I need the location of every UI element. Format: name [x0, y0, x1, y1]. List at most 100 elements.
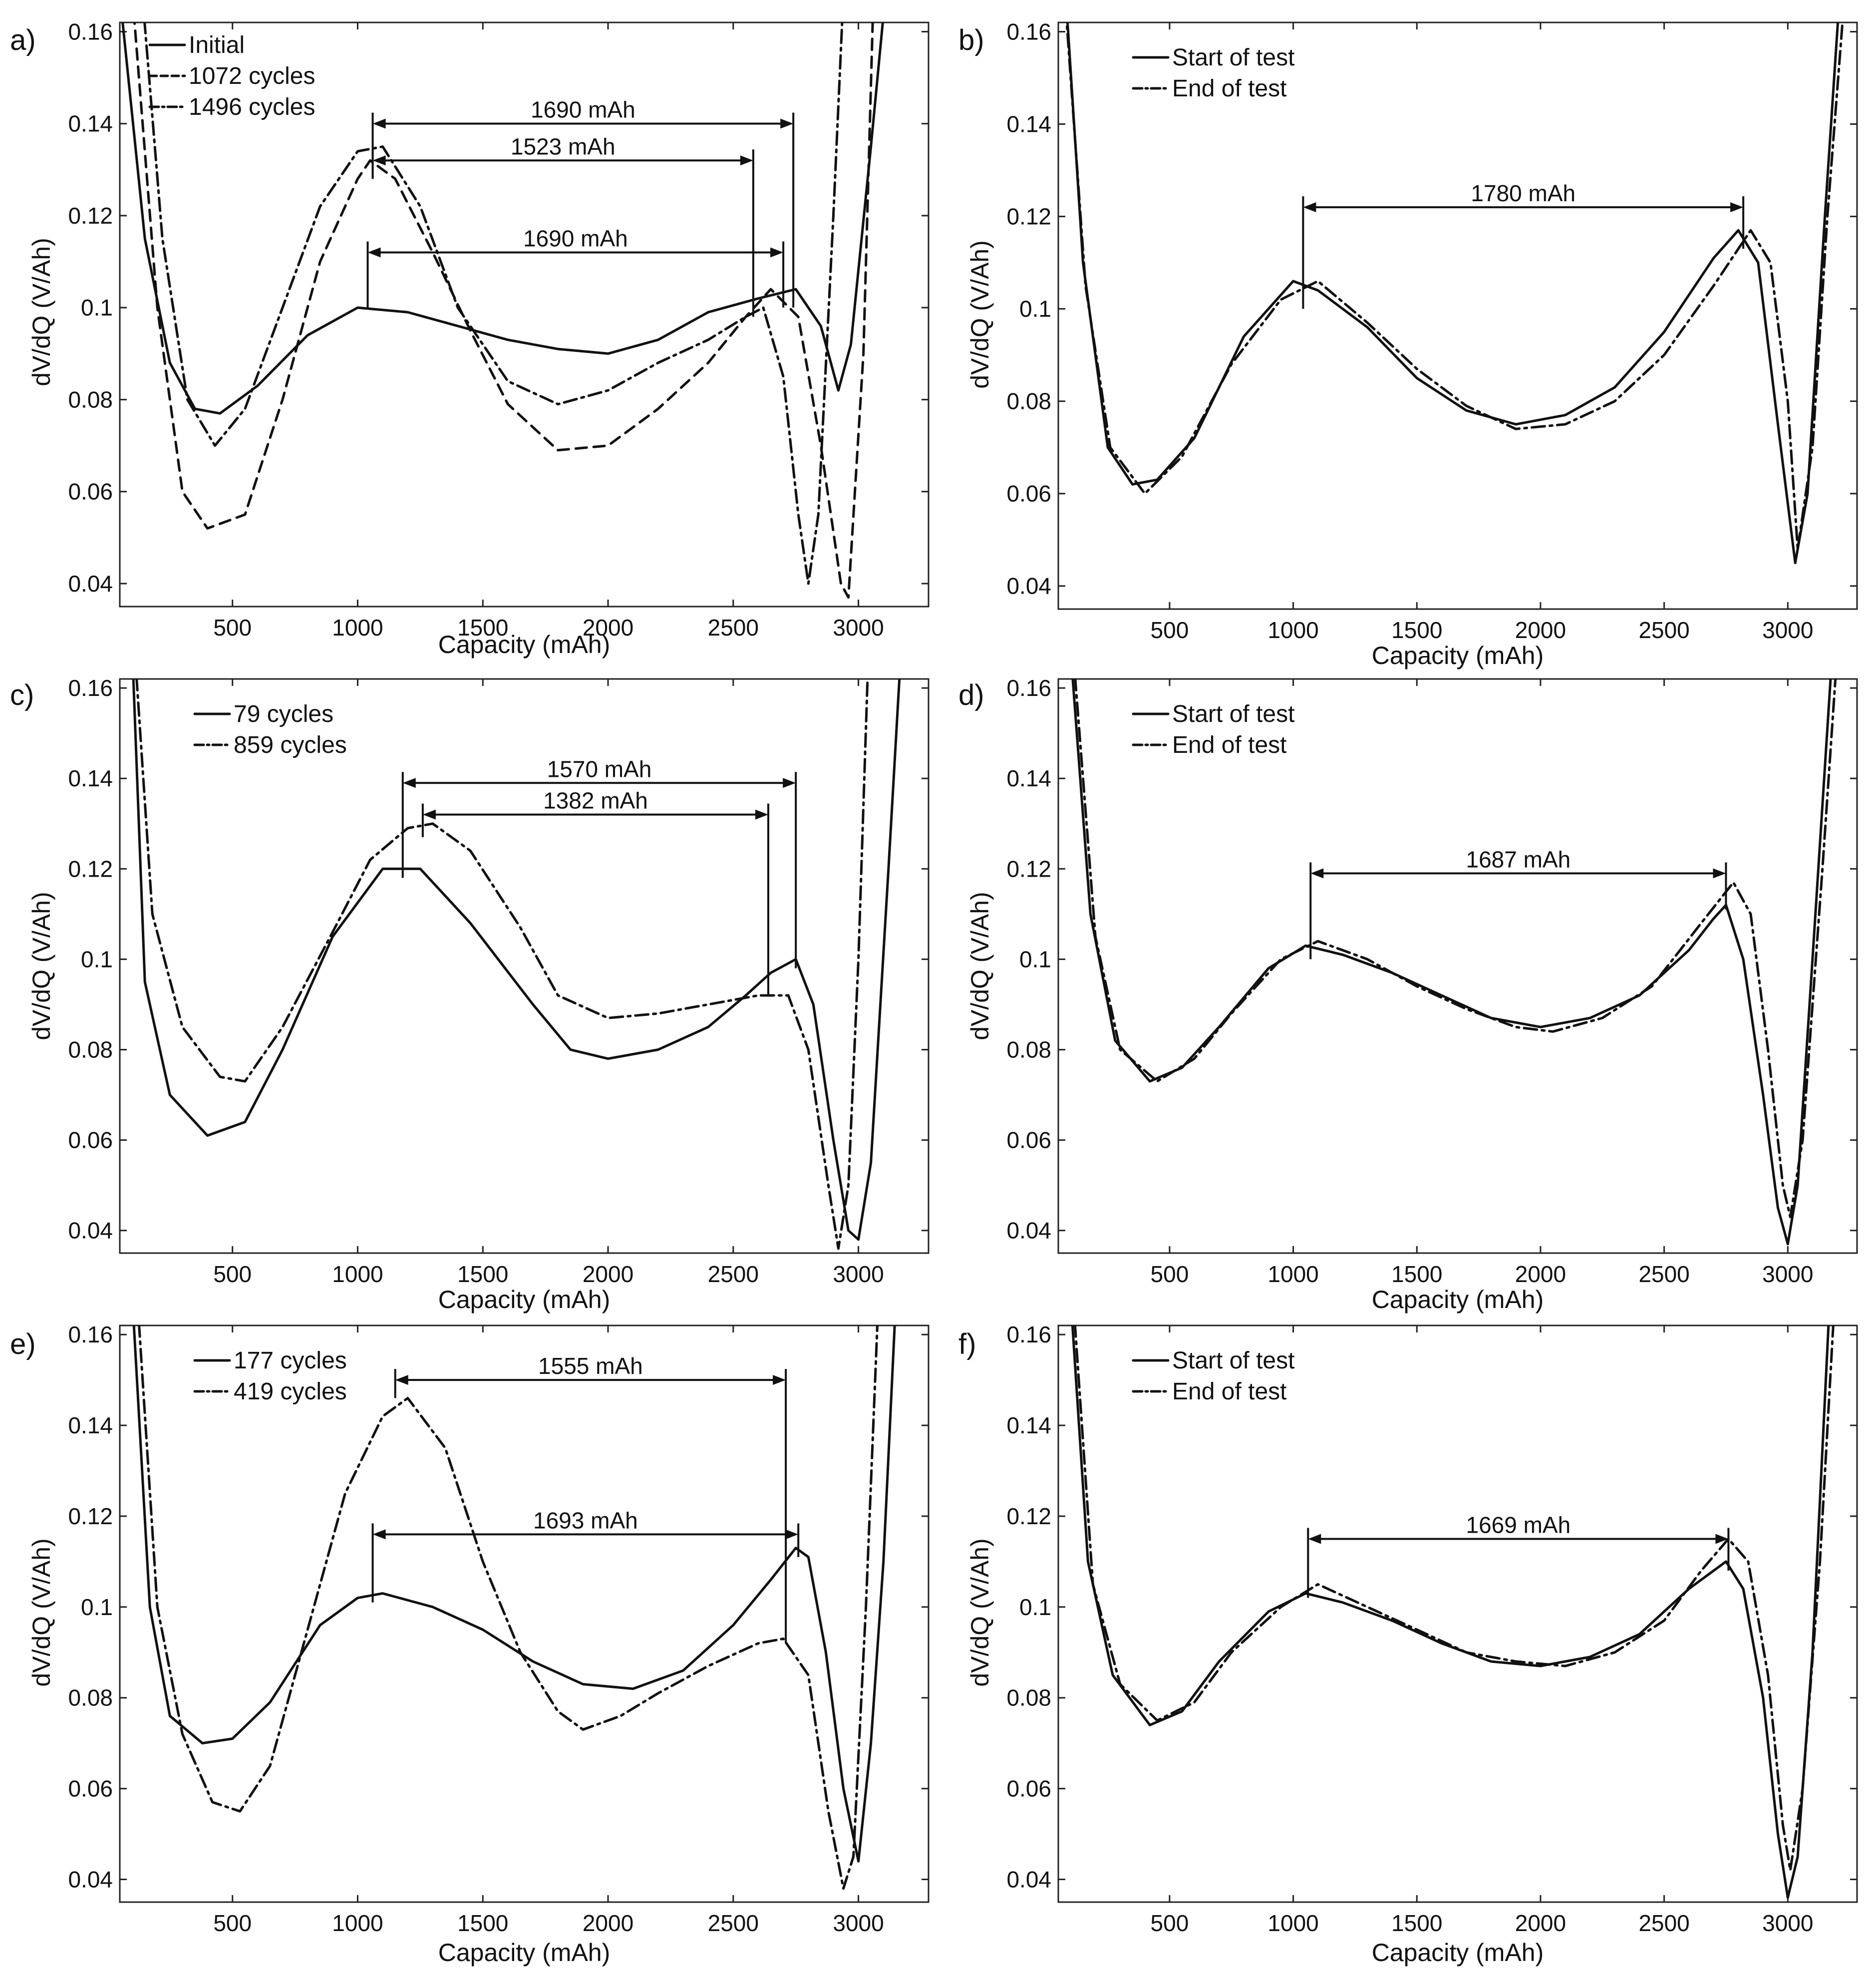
panel-e-x-tick-label: 1500	[457, 1910, 508, 1936]
panel-c: c) 500 1000 1500 2000 2500 3000 0.04 0.06 0.08 0.…	[10, 675, 930, 1314]
panel-e-y-tick-label: 0.06	[68, 1776, 113, 1802]
panel-f-y-tick-label: 0.1	[1019, 1594, 1051, 1620]
panel-a-x-tick-label: 500	[213, 615, 252, 641]
panel-f-x-tick-label: 1500	[1391, 1910, 1442, 1936]
panel-e-x-tick-label: 1000	[332, 1910, 383, 1936]
panel-b-legend: Start of test End of test	[1132, 44, 1294, 102]
panel-c-annotations: 1570 mAh 1382 mAh	[401, 756, 797, 995]
panel-d-annotations: 1687 mAh	[1309, 846, 1727, 960]
panel-e-y-axis-label: dV/dQ (V/Ah)	[27, 1538, 55, 1686]
panel-c-series-2-line	[135, 679, 869, 1250]
span-arrow-right	[783, 778, 796, 788]
panel-c-y-tick-label: 0.16	[68, 675, 113, 701]
span-label: 1693 mAh	[533, 1507, 638, 1533]
panel-f-x-axis-label: Capacity (mAh)	[1372, 1939, 1544, 1967]
panel-c-y-tick-label: 0.12	[68, 856, 113, 882]
panel-b-y-tick-label: 0.16	[1006, 19, 1051, 45]
panel-e-y-tick-label: 0.14	[68, 1412, 113, 1438]
panel-b-plot-frame	[1057, 21, 1858, 610]
span-arrow-right	[740, 155, 753, 166]
panel-f-axes: 500 1000 1500 2000 2500 3000 0.04 0.06 0.08 0.1 0.…	[1006, 1321, 1858, 1936]
panel-e: e) 500 1000 1500 2000 2500 3000 0.04 0.06 0.08 0.…	[10, 1321, 930, 1967]
panel-a-series-2-line	[133, 22, 874, 599]
panel-f-legend-entry: End of test	[1172, 1378, 1286, 1405]
panel-e-series-1-line	[132, 1325, 896, 1863]
panel-f-y-tick-label: 0.12	[1006, 1503, 1051, 1529]
panel-d-legend-entry: Start of test	[1172, 701, 1294, 727]
panel-e-x-tick-label: 2000	[583, 1910, 633, 1936]
span-label: 1780 mAh	[1471, 180, 1575, 206]
span-arrow-left	[372, 1529, 386, 1540]
panel-f-y-tick-label: 0.08	[1006, 1685, 1051, 1711]
panel-c-legend-entry: 79 cycles	[234, 701, 333, 727]
panel-d-series-2-line	[1074, 679, 1837, 1219]
panel-c-span-1: 1570 mAh	[401, 756, 797, 969]
panel-b-x-tick-label: 2000	[1515, 617, 1566, 643]
span-arrow-right	[1730, 202, 1744, 213]
panel-f-x-tick-label: 2500	[1638, 1910, 1689, 1936]
panel-d-y-tick-label: 0.14	[1006, 765, 1051, 791]
panel-b-legend-entry: Start of test	[1172, 44, 1294, 71]
panel-d-y-tick-label: 0.06	[1006, 1127, 1051, 1153]
panel-f: f) 500 1000 1500 2000 2500 3000 0.04 0.06 0.08 0.…	[958, 1321, 1858, 1967]
panel-e-y-tick-label: 0.08	[68, 1685, 113, 1711]
panel-b-y-tick-label: 0.12	[1006, 204, 1051, 230]
panel-c-x-tick-label: 1000	[332, 1261, 383, 1287]
panel-e-plot-frame	[119, 1324, 930, 1903]
panel-d-x-tick-label: 2500	[1638, 1261, 1689, 1287]
panel-c-axes: 500 1000 1500 2000 2500 3000 0.04 0.06 0.08 0.1 0.…	[68, 675, 930, 1287]
panel-d-legend: Start of test End of test	[1132, 701, 1294, 758]
panel-f-series-1-line	[1071, 1325, 1830, 1899]
panel-c-y-tick-label: 0.06	[68, 1127, 113, 1153]
panel-d-span-1: 1687 mAh	[1309, 846, 1727, 960]
panel-a-plot-frame	[119, 21, 930, 608]
span-arrow-left	[1303, 202, 1316, 213]
panel-b-curves	[1065, 22, 1844, 564]
panel-f-tag: f)	[958, 1328, 976, 1360]
panel-e-y-tick-label: 0.12	[68, 1503, 113, 1529]
panel-f-y-tick-label: 0.14	[1006, 1412, 1051, 1438]
panel-a-x-tick-label: 1000	[332, 615, 383, 641]
panel-d-x-tick-label: 1500	[1391, 1261, 1442, 1287]
panel-b-tag: b)	[958, 24, 984, 56]
panel-e-series-2-line	[138, 1325, 879, 1890]
panel-f-y-tick-label: 0.04	[1006, 1867, 1051, 1893]
panel-a-annotations: 1690 mAh 1523 mAh 1690 mAh	[366, 97, 795, 317]
span-label: 1382 mAh	[543, 788, 648, 814]
panel-f-y-tick-label: 0.16	[1006, 1321, 1051, 1347]
panel-b-annotations: 1780 mAh	[1302, 180, 1745, 309]
panel-b-x-tick-label: 1000	[1267, 617, 1318, 643]
panel-c-x-tick-label: 2000	[583, 1261, 633, 1287]
panel-a-legend-entry: Initial	[189, 32, 245, 58]
panel-e-x-axis-label: Capacity (mAh)	[438, 1939, 611, 1967]
panel-d-legend-entry: End of test	[1172, 732, 1286, 758]
span-arrow-left	[372, 155, 386, 166]
panel-c-tag: c)	[10, 679, 34, 711]
panel-b: b) 500 1000 1500 2000 2500 3000 0.04 0.06 0.08 0.…	[958, 19, 1858, 669]
panel-b-x-axis-label: Capacity (mAh)	[1372, 642, 1544, 669]
panel-a-span-2: 1523 mAh	[371, 133, 754, 317]
panel-b-y-axis-label: dV/dQ (V/Ah)	[966, 240, 994, 388]
panel-d-y-tick-label: 0.1	[1019, 946, 1051, 972]
panel-e-tag: e)	[10, 1328, 36, 1360]
panel-a-y-tick-label: 0.08	[68, 386, 113, 412]
panel-f-plot-frame	[1057, 1324, 1858, 1903]
panel-a-legend-entry: 1072 cycles	[189, 63, 315, 89]
panel-a-legend: Initial 1072 cycles 1496 cycles	[148, 32, 315, 120]
panel-c-x-tick-label: 3000	[833, 1261, 884, 1287]
span-arrow-left	[372, 118, 386, 129]
panel-f-span-1: 1669 mAh	[1307, 1512, 1730, 1598]
panel-a-series-3-line	[143, 22, 844, 585]
panel-a-x-tick-label: 3000	[833, 615, 884, 641]
panel-a-legend-entry: 1496 cycles	[189, 94, 315, 120]
panel-a-x-axis-label: Capacity (mAh)	[438, 631, 611, 658]
panel-a-y-tick-label: 0.06	[68, 479, 113, 505]
span-arrow-left	[367, 247, 381, 258]
panel-e-annotations: 1555 mAh 1693 mAh	[371, 1353, 800, 1644]
panel-f-x-tick-label: 1000	[1267, 1910, 1318, 1936]
span-arrow-right	[780, 118, 794, 129]
panel-d-plot-frame	[1057, 678, 1858, 1254]
panel-f-y-tick-label: 0.06	[1006, 1776, 1051, 1802]
panel-b-y-tick-label: 0.1	[1019, 296, 1051, 322]
